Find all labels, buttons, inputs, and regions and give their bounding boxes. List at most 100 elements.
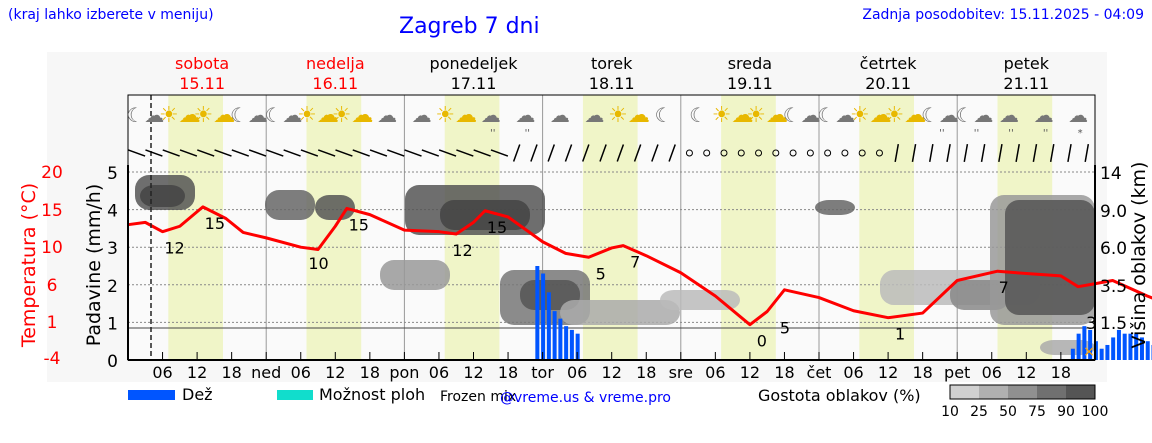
day-date: 16.11 — [312, 74, 358, 93]
sun-cloud-icon: ☀☁ — [435, 103, 477, 128]
rain-bar — [558, 318, 563, 360]
precip-marks-icon: '' — [974, 128, 980, 139]
calm-wind-icon — [685, 149, 693, 157]
rain-bar — [1088, 329, 1093, 360]
temperature-label: 7 — [630, 253, 640, 272]
precip-tick: 3 — [107, 239, 118, 259]
moon-cloud-icon: ☾☁ — [265, 103, 303, 127]
wind-barb-icon — [145, 149, 163, 157]
temp-tick: 20 — [41, 163, 63, 183]
sun-cloud-icon: ☀☁ — [746, 103, 788, 128]
x-tick-label: 12 — [325, 363, 345, 382]
rain-bar — [1105, 344, 1110, 360]
last-updated: Zadnja posodobitev: 15.11.2025 - 04:09 — [862, 7, 1144, 23]
precip-tick: 2 — [107, 277, 118, 297]
daylight-band — [859, 95, 915, 360]
temperature-label: 15 — [487, 218, 507, 237]
rain-bar — [1128, 333, 1133, 360]
calm-wind-icon — [806, 149, 814, 157]
precip-tick: 4 — [107, 202, 118, 222]
wind-barb-icon — [335, 149, 353, 157]
rain-bar — [535, 266, 540, 360]
wind-barb-icon — [1015, 144, 1020, 162]
cloud-rain-icon: ☁ — [999, 103, 1019, 127]
temperature-label: 12 — [452, 241, 472, 260]
temp-axis-label: Temperatura (°C) — [18, 183, 40, 348]
cloud-rain-icon: ☁ — [515, 103, 535, 127]
wind-barb-icon — [1067, 144, 1072, 162]
wind-barb-icon — [1084, 144, 1090, 162]
x-tick-label: pet — [944, 363, 970, 382]
temperature-label: 5 — [780, 319, 790, 338]
calm-wind-icon — [875, 149, 883, 157]
cloud-icon: ☁ — [550, 103, 570, 127]
credit-text: @vreme.us & vreme.pro — [500, 390, 671, 406]
cloud-snow-icon: ☁ — [1068, 103, 1088, 127]
temp-tick: 15 — [41, 201, 63, 221]
moon-cloud-icon: ☾☁ — [126, 103, 164, 127]
wind-barb-icon — [248, 149, 267, 157]
rain-bar — [1070, 348, 1075, 360]
calm-wind-icon — [772, 149, 780, 157]
x-tick-label: 06 — [843, 363, 863, 382]
cloud-legend-tick: 90 — [1057, 404, 1075, 420]
day-name: sobota — [175, 54, 229, 73]
cloud-icon: ☁ — [584, 103, 604, 127]
moon-cloud-icon: ☾☁ — [817, 103, 855, 127]
cloud-legend-tick: 10 — [941, 404, 959, 420]
x-tick-label: 18 — [360, 363, 380, 382]
day-date: 18.11 — [589, 74, 635, 93]
sun-cloud-icon: ☀☁ — [194, 103, 236, 128]
cloud-rain-icon: ☁ — [481, 103, 501, 127]
wind-barb-icon — [894, 144, 900, 162]
day-name: četrtek — [860, 54, 918, 73]
x-tick-label: 18 — [1051, 363, 1071, 382]
rain-bar — [1145, 341, 1150, 360]
rain-legend-swatch — [128, 390, 175, 400]
x-tick-label: 06 — [705, 363, 725, 382]
day-date: 19.11 — [727, 74, 773, 93]
menu-hint: (kraj lahko izberete v meniju) — [8, 7, 214, 23]
cloud-legend-tick: 50 — [999, 404, 1017, 420]
cloud-legend-tick: 25 — [970, 404, 988, 420]
temperature-label: 15 — [205, 214, 225, 233]
cloud-area — [380, 260, 450, 290]
x-tick-label: 06 — [152, 363, 172, 382]
wind-barb-icon — [668, 144, 676, 162]
wind-barb-icon — [214, 149, 232, 157]
wind-barb-icon — [456, 149, 474, 157]
wind-barb-icon — [1032, 144, 1038, 162]
sun-cloud-icon: ☀☁ — [885, 103, 927, 128]
rain-bar — [1116, 329, 1121, 360]
wind-barb-icon — [1049, 144, 1055, 162]
cloud-legend-tick: 100 — [1082, 404, 1109, 420]
cloud-icon: ☁ — [377, 103, 397, 127]
temperature-label: 0 — [757, 332, 767, 351]
rain-bar — [564, 326, 569, 360]
x-tick-label: ned — [251, 363, 281, 382]
cloud-height-tick: 3 — [1086, 314, 1097, 334]
calm-wind-icon — [703, 149, 711, 157]
rain-bar — [1082, 326, 1087, 360]
x-tick-label: 06 — [291, 363, 311, 382]
precip-marks-icon: '' — [490, 128, 496, 139]
wind-barb-icon — [616, 144, 625, 162]
x-tick-label: 12 — [602, 363, 622, 382]
cloud-height-tick: 9.0 — [1100, 202, 1127, 222]
wind-barb-icon — [473, 149, 491, 157]
wind-barb-icon — [266, 149, 284, 157]
x-tick-label: 12 — [187, 363, 207, 382]
x-tick-label: čet — [807, 363, 832, 382]
cloud-area — [560, 300, 680, 325]
wind-barb-icon — [317, 149, 336, 157]
temp-tick: -4 — [44, 349, 61, 369]
wind-barb-icon — [547, 144, 556, 162]
wind-barb-icon — [127, 149, 146, 157]
wind-barb-icon — [980, 144, 986, 162]
wind-barb-icon — [911, 144, 917, 162]
temp-tick: 6 — [47, 276, 58, 296]
frozen-marker: × — [1083, 344, 1095, 360]
wind-barb-icon — [582, 144, 590, 162]
cloud-height-tick: 14 — [1100, 164, 1122, 184]
wind-barb-icon — [530, 144, 538, 162]
